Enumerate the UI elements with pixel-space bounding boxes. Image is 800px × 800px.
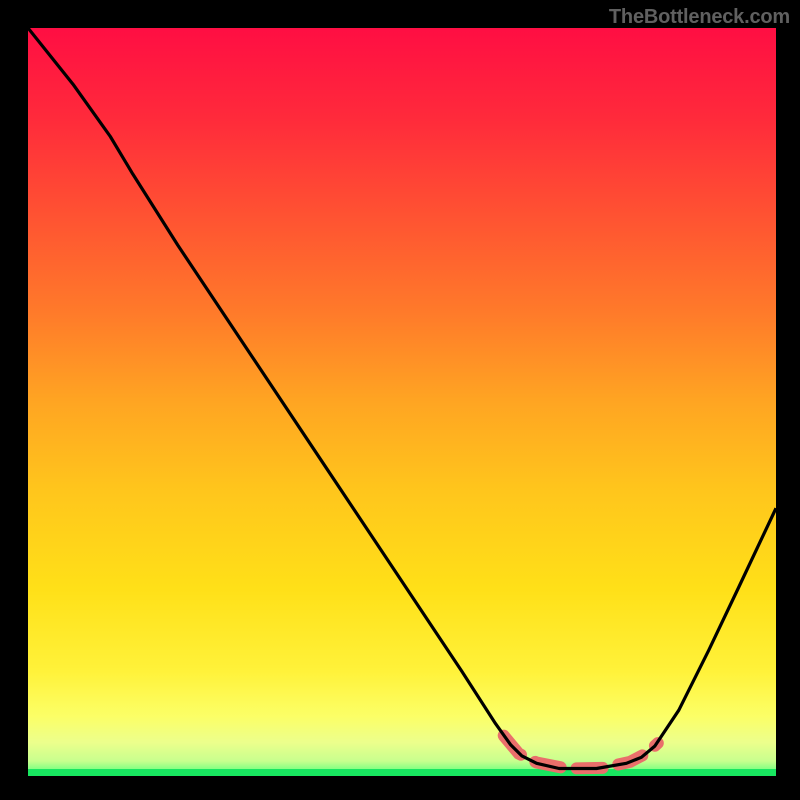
highlight-trough-segment [504,736,658,769]
plot-area [28,28,776,776]
bottleneck-curve [28,28,776,769]
chart-overlay-svg [28,28,776,776]
watermark-text: TheBottleneck.com [609,6,790,29]
